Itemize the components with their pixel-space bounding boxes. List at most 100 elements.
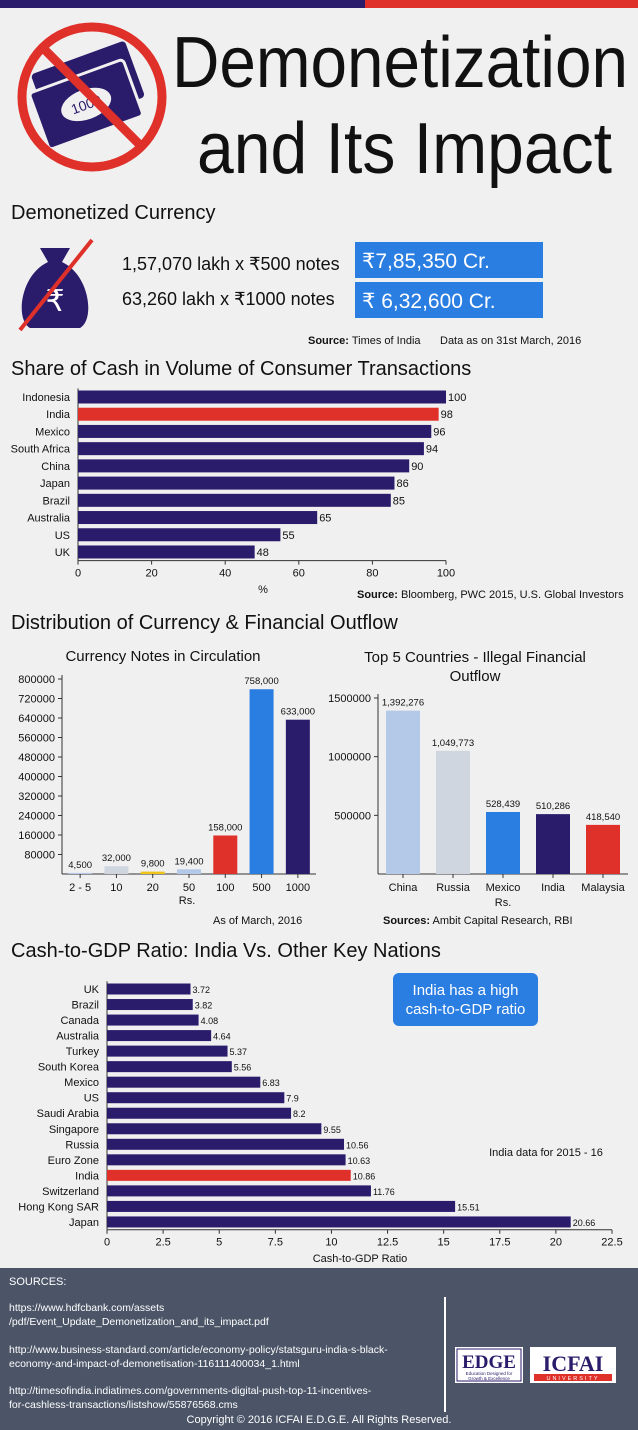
value-label: 528,439 bbox=[486, 799, 520, 810]
x-tick-label: 500 bbox=[252, 882, 270, 894]
value-label: 65 bbox=[319, 513, 331, 525]
x-tick-label: 10 bbox=[325, 1237, 337, 1249]
bar bbox=[536, 814, 570, 874]
y-tick-label: Hong Kong SAR bbox=[18, 1201, 99, 1213]
bar bbox=[78, 545, 255, 559]
value-label: 6.83 bbox=[262, 1078, 280, 1088]
section-heading: Share of Cash in Volume of Consumer Tran… bbox=[11, 358, 471, 380]
y-tick-label: Australia bbox=[27, 513, 71, 525]
y-tick-label: China bbox=[41, 461, 71, 473]
source-label: Sources: bbox=[383, 915, 430, 927]
source-link: https://www.hdfcbank.com/assets/pdf/Even… bbox=[9, 1301, 269, 1329]
section-heading: Cash-to-GDP Ratio: India Vs. Other Key N… bbox=[11, 940, 441, 962]
x-tick-label: Russia bbox=[436, 882, 471, 894]
y-tick-label: 500000 bbox=[334, 810, 371, 822]
value-label: 20.66 bbox=[573, 1218, 596, 1228]
logo-text: ICFAI bbox=[543, 1351, 604, 1376]
source-text: Times of India bbox=[352, 335, 422, 347]
x-tick-label: 17.5 bbox=[489, 1237, 510, 1249]
x-tick-label: 20 bbox=[145, 568, 157, 580]
bar bbox=[249, 689, 274, 874]
y-tick-label: Euro Zone bbox=[48, 1155, 99, 1167]
x-tick-label: 0 bbox=[104, 1237, 110, 1249]
money-bag-icon: ₹ bbox=[18, 238, 94, 332]
bar bbox=[586, 824, 620, 874]
y-tick-label: Mexico bbox=[64, 1077, 99, 1089]
bar bbox=[107, 1169, 351, 1181]
value-label: 32,000 bbox=[102, 853, 131, 864]
amount-box bbox=[355, 242, 543, 278]
x-tick-label: 0 bbox=[75, 568, 81, 580]
x-axis-label: Rs. bbox=[179, 895, 196, 907]
note: As of March, 2016 bbox=[213, 915, 302, 927]
y-tick-label: 800000 bbox=[18, 674, 55, 686]
x-axis-label: Rs. bbox=[495, 897, 512, 909]
edge-logo: EDGE Education Designed for Growth & Exc… bbox=[455, 1347, 523, 1383]
y-tick-label: 720000 bbox=[18, 694, 55, 706]
bar bbox=[78, 493, 391, 507]
bar bbox=[107, 1216, 571, 1228]
value-label: 4,500 bbox=[68, 860, 92, 871]
value-label: 9.55 bbox=[323, 1125, 341, 1135]
x-tick-label: 2.5 bbox=[155, 1237, 170, 1249]
source-link: http://www.business-standard.com/article… bbox=[9, 1343, 388, 1371]
notes-text: 63,260 lakh x ₹1000 notes bbox=[122, 289, 335, 309]
bar bbox=[213, 835, 238, 874]
x-tick-label: 20 bbox=[147, 882, 159, 894]
value-label: 5.37 bbox=[230, 1047, 248, 1057]
x-tick-label: 50 bbox=[183, 882, 195, 894]
x-tick-label: Malaysia bbox=[581, 882, 625, 894]
y-tick-label: Russia bbox=[65, 1139, 100, 1151]
amount-box bbox=[355, 282, 543, 318]
bar bbox=[78, 528, 281, 542]
x-tick-label: China bbox=[389, 882, 419, 894]
x-tick-label: 15 bbox=[438, 1237, 450, 1249]
value-label: 94 bbox=[426, 444, 438, 456]
bar bbox=[107, 1076, 261, 1088]
value-label: 11.76 bbox=[373, 1187, 395, 1197]
value-label: 90 bbox=[411, 461, 423, 473]
y-tick-label: Australia bbox=[56, 1031, 100, 1043]
chart-title: Top 5 Countries - Illegal Financial Outf… bbox=[364, 649, 586, 685]
bar bbox=[177, 869, 201, 874]
value-label: 7.9 bbox=[286, 1094, 299, 1104]
value-label: 19,400 bbox=[174, 856, 203, 867]
y-tick-label: Japan bbox=[69, 1217, 99, 1229]
y-tick-label: 640000 bbox=[18, 713, 55, 725]
source-label: Source: bbox=[357, 589, 398, 601]
section-heading: Distribution of Currency & Financial Out… bbox=[11, 612, 398, 634]
bar bbox=[107, 1138, 345, 1150]
link-line: for-cashless-transactions/listshow/55876… bbox=[9, 1399, 238, 1411]
y-tick-label: Singapore bbox=[49, 1124, 99, 1136]
annotation: India data for 2015 - 16 bbox=[489, 1147, 603, 1159]
value-label: 85 bbox=[393, 495, 405, 507]
bar bbox=[107, 1030, 212, 1042]
source: Source: Bloomberg, PWC 2015, U.S. Global… bbox=[357, 589, 624, 601]
value-label: 5.56 bbox=[234, 1063, 252, 1073]
y-tick-label: UK bbox=[84, 984, 100, 996]
value-label: 98 bbox=[441, 409, 453, 421]
y-tick-label: Saudi Arabia bbox=[37, 1108, 100, 1120]
value-label: 100 bbox=[448, 392, 466, 404]
x-tick-label: 20 bbox=[550, 1237, 562, 1249]
bar bbox=[78, 407, 439, 421]
x-axis-label: Cash-to-GDP Ratio bbox=[313, 1253, 408, 1265]
bar bbox=[68, 872, 93, 874]
value-label: 510,286 bbox=[536, 801, 570, 812]
bar bbox=[104, 866, 129, 874]
value-label: 1,392,276 bbox=[382, 698, 424, 709]
x-tick-label: 60 bbox=[293, 568, 305, 580]
bar bbox=[107, 1154, 346, 1166]
source-link: http://timesofindia.indiatimes.com/gover… bbox=[9, 1384, 371, 1412]
bar bbox=[78, 459, 410, 473]
x-tick-label: 80 bbox=[366, 568, 378, 580]
link-line: /pdf/Event_Update_Demonetization_and_its… bbox=[9, 1316, 269, 1328]
source-text: Ambit Capital Research, RBI bbox=[433, 915, 573, 927]
bar bbox=[107, 1200, 456, 1212]
y-tick-label: Turkey bbox=[66, 1046, 100, 1058]
link-line: http://timesofindia.indiatimes.com/gover… bbox=[9, 1385, 372, 1397]
y-tick-label: 80000 bbox=[24, 850, 55, 862]
y-tick-label: 480000 bbox=[18, 752, 55, 764]
